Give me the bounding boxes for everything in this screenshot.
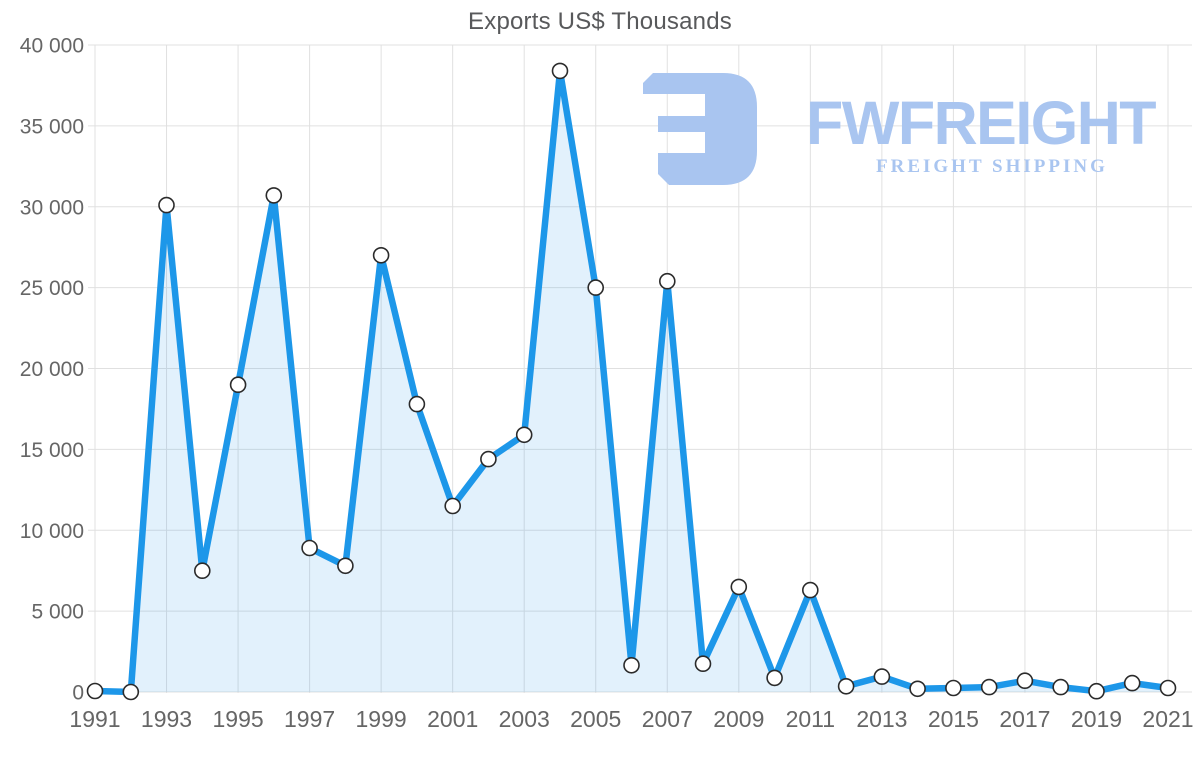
- brand-watermark: FWFREIGHT FREIGHT SHIPPING: [643, 71, 1163, 191]
- x-axis-labels: 1991 1993 1995 1997 1999 2001 2003 2005 2007 2009…: [69, 706, 1193, 732]
- chart-title: Exports US$ Thousands: [468, 8, 732, 35]
- x-tick-label: 1999: [356, 706, 407, 732]
- data-point[interactable]: [587, 279, 605, 296]
- data-point[interactable]: [980, 678, 998, 696]
- y-tick-label: 20 000: [20, 358, 84, 381]
- x-tick-label: 2017: [999, 706, 1050, 732]
- y-tick-label: 25 000: [20, 277, 84, 300]
- data-point[interactable]: [1052, 678, 1069, 696]
- x-tick-label: 2013: [856, 706, 907, 732]
- data-point[interactable]: [444, 497, 462, 515]
- data-point[interactable]: [1088, 682, 1105, 700]
- x-tick-label: 2011: [786, 706, 835, 732]
- data-point[interactable]: [837, 677, 855, 695]
- area-fill: [95, 70, 1168, 692]
- data-point[interactable]: [945, 679, 962, 697]
- data-point[interactable]: [909, 680, 926, 698]
- y-tick-label: 30 000: [20, 196, 84, 219]
- data-point[interactable]: [1016, 672, 1034, 690]
- x-tick-label: 1997: [284, 706, 335, 732]
- fwfreight-logo-icon: [643, 73, 757, 185]
- data-points: [86, 62, 1177, 701]
- data-point[interactable]: [86, 682, 104, 700]
- x-tick-label: 2003: [499, 706, 550, 732]
- x-tick-label: 2005: [570, 706, 621, 732]
- data-point[interactable]: [122, 683, 140, 701]
- data-point[interactable]: [658, 272, 676, 290]
- data-point[interactable]: [408, 395, 426, 413]
- y-tick-label: 35 000: [20, 115, 84, 138]
- data-point[interactable]: [265, 187, 283, 204]
- data-point[interactable]: [623, 656, 640, 674]
- data-point[interactable]: [694, 655, 712, 673]
- data-point[interactable]: [730, 578, 748, 596]
- x-tick-label: 1995: [213, 706, 264, 732]
- y-tick-label: 10 000: [20, 520, 84, 543]
- y-tick-label: 15 000: [20, 439, 84, 462]
- y-tick-label: 0: [72, 682, 84, 705]
- data-point[interactable]: [480, 450, 497, 468]
- data-point[interactable]: [515, 426, 533, 444]
- data-point[interactable]: [301, 539, 318, 557]
- y-tick-label: 5 000: [31, 601, 84, 624]
- x-tick-label: 2007: [642, 706, 693, 732]
- logo-glyph-path: [643, 73, 757, 185]
- data-point[interactable]: [1123, 674, 1141, 692]
- data-point[interactable]: [229, 376, 247, 394]
- y-tick-label: 40 000: [20, 35, 84, 58]
- data-point[interactable]: [194, 562, 211, 580]
- x-tick-label: 1991: [69, 706, 120, 732]
- x-tick-label: 2009: [713, 706, 764, 732]
- brand-tagline: FREIGHT SHIPPING: [876, 156, 1108, 177]
- y-axis-labels: 0 5 000 10 000 15 000 20 000 25 000 30 000 35 0…: [20, 35, 84, 705]
- x-tick-label: 2015: [928, 706, 979, 732]
- x-tick-label: 1993: [141, 706, 192, 732]
- data-point[interactable]: [1159, 679, 1177, 697]
- data-point[interactable]: [801, 581, 819, 599]
- data-point[interactable]: [766, 669, 783, 687]
- data-point[interactable]: [158, 196, 175, 214]
- x-tick-label: 2001: [427, 706, 478, 732]
- data-point[interactable]: [551, 62, 569, 80]
- x-tick-label: 2021: [1142, 706, 1193, 732]
- data-point[interactable]: [873, 668, 891, 685]
- x-tick-label: 2019: [1071, 706, 1122, 732]
- data-point[interactable]: [372, 247, 390, 264]
- brand-name: FWFREIGHT: [806, 89, 1157, 157]
- data-point[interactable]: [337, 557, 354, 575]
